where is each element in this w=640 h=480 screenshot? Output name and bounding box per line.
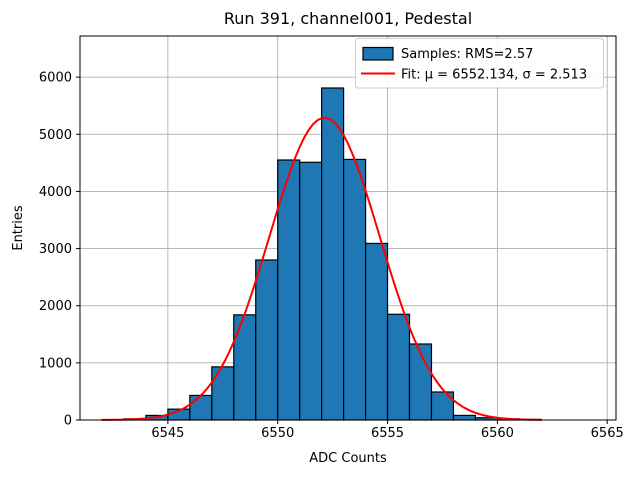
histogram-bar (189, 394, 213, 421)
histogram-bar (233, 314, 257, 421)
histogram-bar (211, 366, 235, 421)
axes-frame (79, 35, 617, 421)
histogram-bar (408, 343, 433, 421)
y-tick-label: 1000 (39, 356, 72, 371)
x-tick-label: 6565 (591, 426, 624, 441)
histogram-bar (321, 87, 345, 421)
histogram-bar (386, 313, 411, 421)
x-tick-label: 6555 (371, 426, 404, 441)
y-tick-label: 4000 (39, 185, 72, 200)
y-tick-label: 0 (64, 414, 72, 429)
x-tick-label: 6545 (151, 426, 184, 441)
histogram-bars (123, 87, 542, 421)
y-tick-label: 6000 (39, 71, 72, 86)
legend-label-samples: Samples: RMS=2.57 (401, 47, 533, 62)
y-axis-ticks: 0 1000 2000 3000 4000 5000 6000 (39, 71, 80, 429)
y-axis-label: Entries (11, 205, 26, 251)
x-tick-label: 6560 (481, 426, 514, 441)
x-axis-ticks: 6545 6550 6555 6560 6565 (151, 420, 624, 441)
y-tick-label: 5000 (39, 128, 72, 143)
x-axis-label: ADC Counts (309, 451, 387, 466)
legend-swatch-samples (362, 46, 394, 61)
y-tick-label: 2000 (39, 299, 72, 314)
x-tick-label: 6550 (261, 426, 294, 441)
legend-box (355, 38, 604, 89)
legend: Samples: RMS=2.57 Fit: μ = 6552.134, σ =… (355, 38, 604, 89)
y-tick-label: 3000 (39, 242, 72, 257)
histogram-bar (299, 161, 323, 421)
histogram-bar (452, 414, 477, 421)
chart-title: Run 391, channel001, Pedestal (224, 9, 472, 28)
histogram-bar (364, 242, 389, 421)
gaussian-fit-curve (100, 116, 543, 421)
histogram-bar (343, 158, 367, 421)
histogram-bar (255, 259, 279, 421)
legend-label-fit: Fit: μ = 6552.134, σ = 2.513 (401, 68, 587, 83)
